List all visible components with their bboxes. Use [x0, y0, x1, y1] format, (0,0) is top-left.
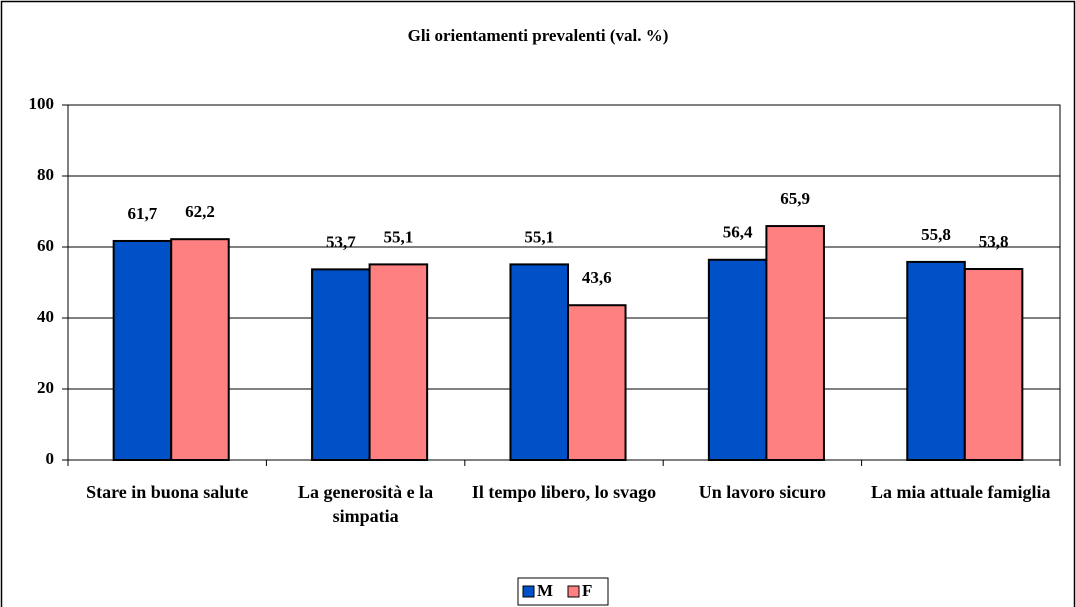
y-tick-label: 100 [29, 94, 55, 113]
data-label: 62,2 [185, 202, 215, 221]
data-label: 55,1 [524, 227, 554, 246]
data-label: 55,8 [921, 225, 951, 244]
bar [368, 263, 429, 461]
data-label: 65,9 [780, 189, 810, 208]
chart-title: Gli orientamenti prevalenti (val. %) [408, 26, 669, 45]
legend-swatch [522, 585, 535, 598]
legend-label: M [537, 581, 553, 600]
bar [963, 268, 1024, 462]
data-label: 56,4 [723, 223, 753, 242]
x-tick-label: La mia attuale famiglia [871, 482, 1051, 502]
y-tick-label: 60 [37, 236, 54, 255]
data-label: 61,7 [128, 204, 158, 223]
bar [112, 239, 173, 461]
legend-label: F [582, 581, 592, 600]
data-label: 53,8 [979, 232, 1009, 251]
bar [170, 238, 230, 461]
y-tick-label: 80 [37, 165, 54, 184]
bar [311, 268, 371, 461]
bar [509, 263, 569, 461]
legend-swatch [567, 585, 580, 598]
x-tick-label: La generosità e la simpatia [298, 482, 434, 526]
x-tick-label: Stare in buona salute [86, 482, 249, 502]
bar [567, 304, 627, 461]
data-label: 43,6 [582, 268, 612, 287]
bar [765, 225, 825, 461]
y-tick-label: 40 [37, 307, 54, 326]
data-label: 53,7 [326, 232, 356, 251]
bar [906, 260, 966, 461]
bar [707, 258, 768, 461]
y-tick-label: 0 [46, 449, 55, 468]
y-tick-label: 20 [37, 378, 54, 397]
x-tick-label: Un lavoro sicuro [698, 482, 827, 502]
data-label: 55,1 [383, 227, 413, 246]
x-tick-label: Il tempo libero, lo svago [471, 482, 657, 502]
